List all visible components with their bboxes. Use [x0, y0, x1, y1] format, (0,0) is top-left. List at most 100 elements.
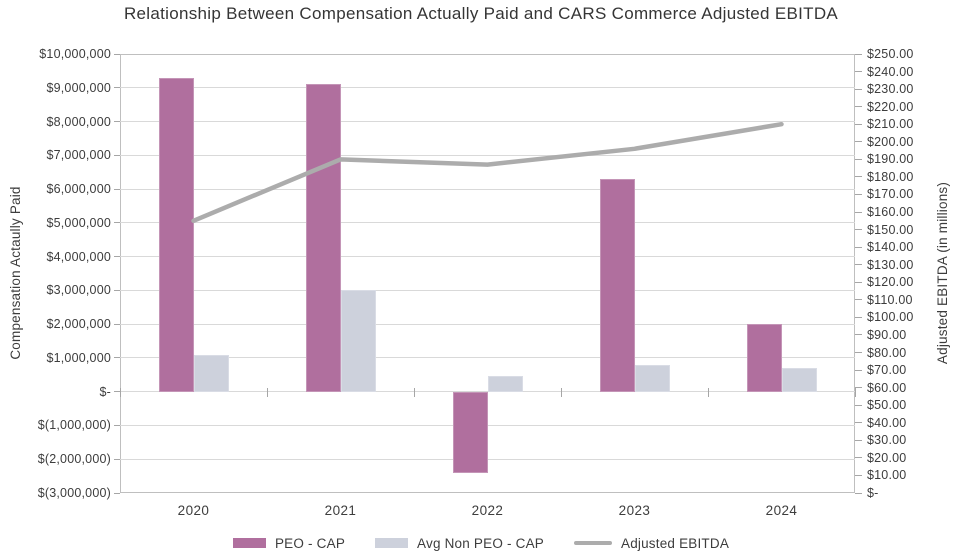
x-axis-label: 2021 — [324, 503, 357, 518]
right-axis-tick — [855, 281, 862, 283]
right-axis-tick — [855, 158, 862, 160]
legend-item-peo-cap: PEO - CAP — [232, 536, 345, 551]
gridline — [120, 256, 855, 258]
right-axis-tick — [855, 106, 862, 108]
x-axis-label: 2023 — [618, 503, 651, 518]
right-axis-tick-label: $80.00 — [867, 345, 907, 360]
chart-title: Relationship Between Compensation Actual… — [123, 4, 839, 23]
left-axis-tick — [114, 53, 120, 55]
gridline — [120, 289, 855, 291]
right-axis-tick — [855, 123, 862, 125]
left-axis-tick-label: $6,000,000 — [46, 182, 111, 197]
right-axis-tick — [855, 492, 862, 494]
right-axis-tick-label: $150.00 — [867, 222, 914, 237]
left-axis-tick-label: $10,000,000 — [39, 47, 111, 61]
left-axis-tick-label: $(2,000,000) — [37, 452, 111, 467]
gridline — [120, 222, 855, 224]
right-axis-tick-label: $120.00 — [867, 275, 914, 290]
x-axis-tick — [854, 387, 856, 397]
left-axis-tick — [114, 424, 120, 426]
right-axis-tick — [855, 264, 862, 266]
bar-peo-cap-2024 — [746, 324, 782, 392]
right-axis-tick-label: $20.00 — [867, 450, 907, 465]
left-axis-tick — [114, 357, 120, 359]
left-axis-tick-label: $2,000,000 — [46, 317, 111, 332]
gridline — [120, 154, 855, 156]
left-axis-tick-label: $8,000,000 — [46, 114, 111, 129]
right-axis-tick — [855, 457, 862, 459]
right-axis-tick — [855, 404, 862, 406]
left-axis-tick-label: $(1,000,000) — [37, 418, 111, 433]
x-axis-label: 2020 — [177, 503, 210, 518]
right-axis-tick-label: $10.00 — [867, 468, 907, 483]
right-axis-tick-label: $- — [867, 486, 879, 500]
legend: PEO - CAP Avg Non PEO - CAP Adjusted EBI… — [0, 531, 962, 555]
left-axis-tick — [114, 492, 120, 494]
right-axis-tick — [855, 53, 862, 55]
x-axis-tick — [560, 387, 562, 397]
right-axis-tick — [855, 229, 862, 231]
bar-avg-non-peo-cap-2022 — [487, 376, 523, 392]
right-axis-tick-label: $130.00 — [867, 257, 914, 272]
x-axis-tick — [707, 387, 709, 397]
avg-non-peo-cap-swatch-icon — [375, 538, 409, 548]
gridline — [120, 121, 855, 123]
gridline — [120, 391, 855, 393]
gridline — [120, 323, 855, 325]
left-axis-tick-label: $9,000,000 — [46, 80, 111, 95]
gridline — [120, 424, 855, 426]
right-axis-tick-label: $210.00 — [867, 117, 914, 132]
adjusted-ebitda-line-swatch-icon — [573, 541, 612, 545]
right-axis-tick-label: $40.00 — [867, 415, 907, 430]
right-axis-tick — [855, 88, 862, 90]
right-axis-tick-label: $190.00 — [867, 152, 914, 167]
left-axis-tick-label: $1,000,000 — [46, 350, 111, 365]
left-axis-tick-label: $4,000,000 — [46, 249, 111, 264]
right-axis-tick — [855, 352, 862, 354]
right-axis-tick — [855, 422, 862, 424]
left-axis-tick — [114, 154, 120, 156]
left-axis-tick — [114, 256, 120, 258]
bar-avg-non-peo-cap-2021 — [340, 290, 376, 392]
right-axis-tick — [855, 334, 862, 336]
right-axis-tick — [855, 439, 862, 441]
bar-avg-non-peo-cap-2024 — [781, 368, 817, 392]
right-axis-tick — [855, 387, 862, 389]
right-axis-tick-label: $170.00 — [867, 187, 914, 202]
x-axis-tick — [266, 387, 268, 397]
left-axis-tick-label: $- — [99, 384, 111, 399]
left-axis-tick — [114, 121, 120, 123]
bar-peo-cap-2021 — [305, 84, 341, 392]
legend-item-adjusted-ebitda: Adjusted EBITDA — [573, 535, 730, 551]
bar-peo-cap-2020 — [158, 77, 194, 392]
right-axis-tick — [855, 193, 862, 195]
right-axis-tick-label: $110.00 — [867, 292, 913, 307]
right-axis-tick — [855, 246, 862, 248]
adjusted-ebitda-line — [191, 121, 784, 224]
right-axis-tick — [855, 176, 862, 178]
right-axis-tick-label: $60.00 — [867, 380, 907, 395]
x-axis-label: 2024 — [765, 503, 798, 518]
right-axis-tick-label: $100.00 — [867, 310, 914, 325]
left-axis-tick-label: $5,000,000 — [46, 215, 111, 230]
right-axis-tick-label: $70.00 — [867, 363, 907, 378]
legend-label-adjusted-ebitda: Adjusted EBITDA — [620, 535, 730, 551]
left-axis-tick — [114, 323, 120, 325]
x-axis-tick — [413, 387, 415, 397]
left-axis-tick-label: $3,000,000 — [46, 283, 111, 298]
plot-area — [120, 54, 855, 493]
left-axis-tick — [114, 222, 120, 224]
left-axis-tick-label: $(3,000,000) — [37, 486, 111, 500]
bar-peo-cap-2022 — [452, 391, 488, 473]
right-axis-title: Adjusted EBITDA (in millions) — [935, 181, 950, 365]
gridline — [120, 87, 855, 89]
right-axis-tick — [855, 71, 862, 73]
right-axis-tick-label: $230.00 — [867, 82, 914, 97]
left-axis-tick — [114, 289, 120, 291]
right-axis-tick-label: $180.00 — [867, 169, 914, 184]
gridline — [120, 357, 855, 359]
left-axis-tick — [114, 87, 120, 89]
right-axis-tick-label: $140.00 — [867, 240, 914, 255]
right-axis-tick — [855, 299, 862, 301]
